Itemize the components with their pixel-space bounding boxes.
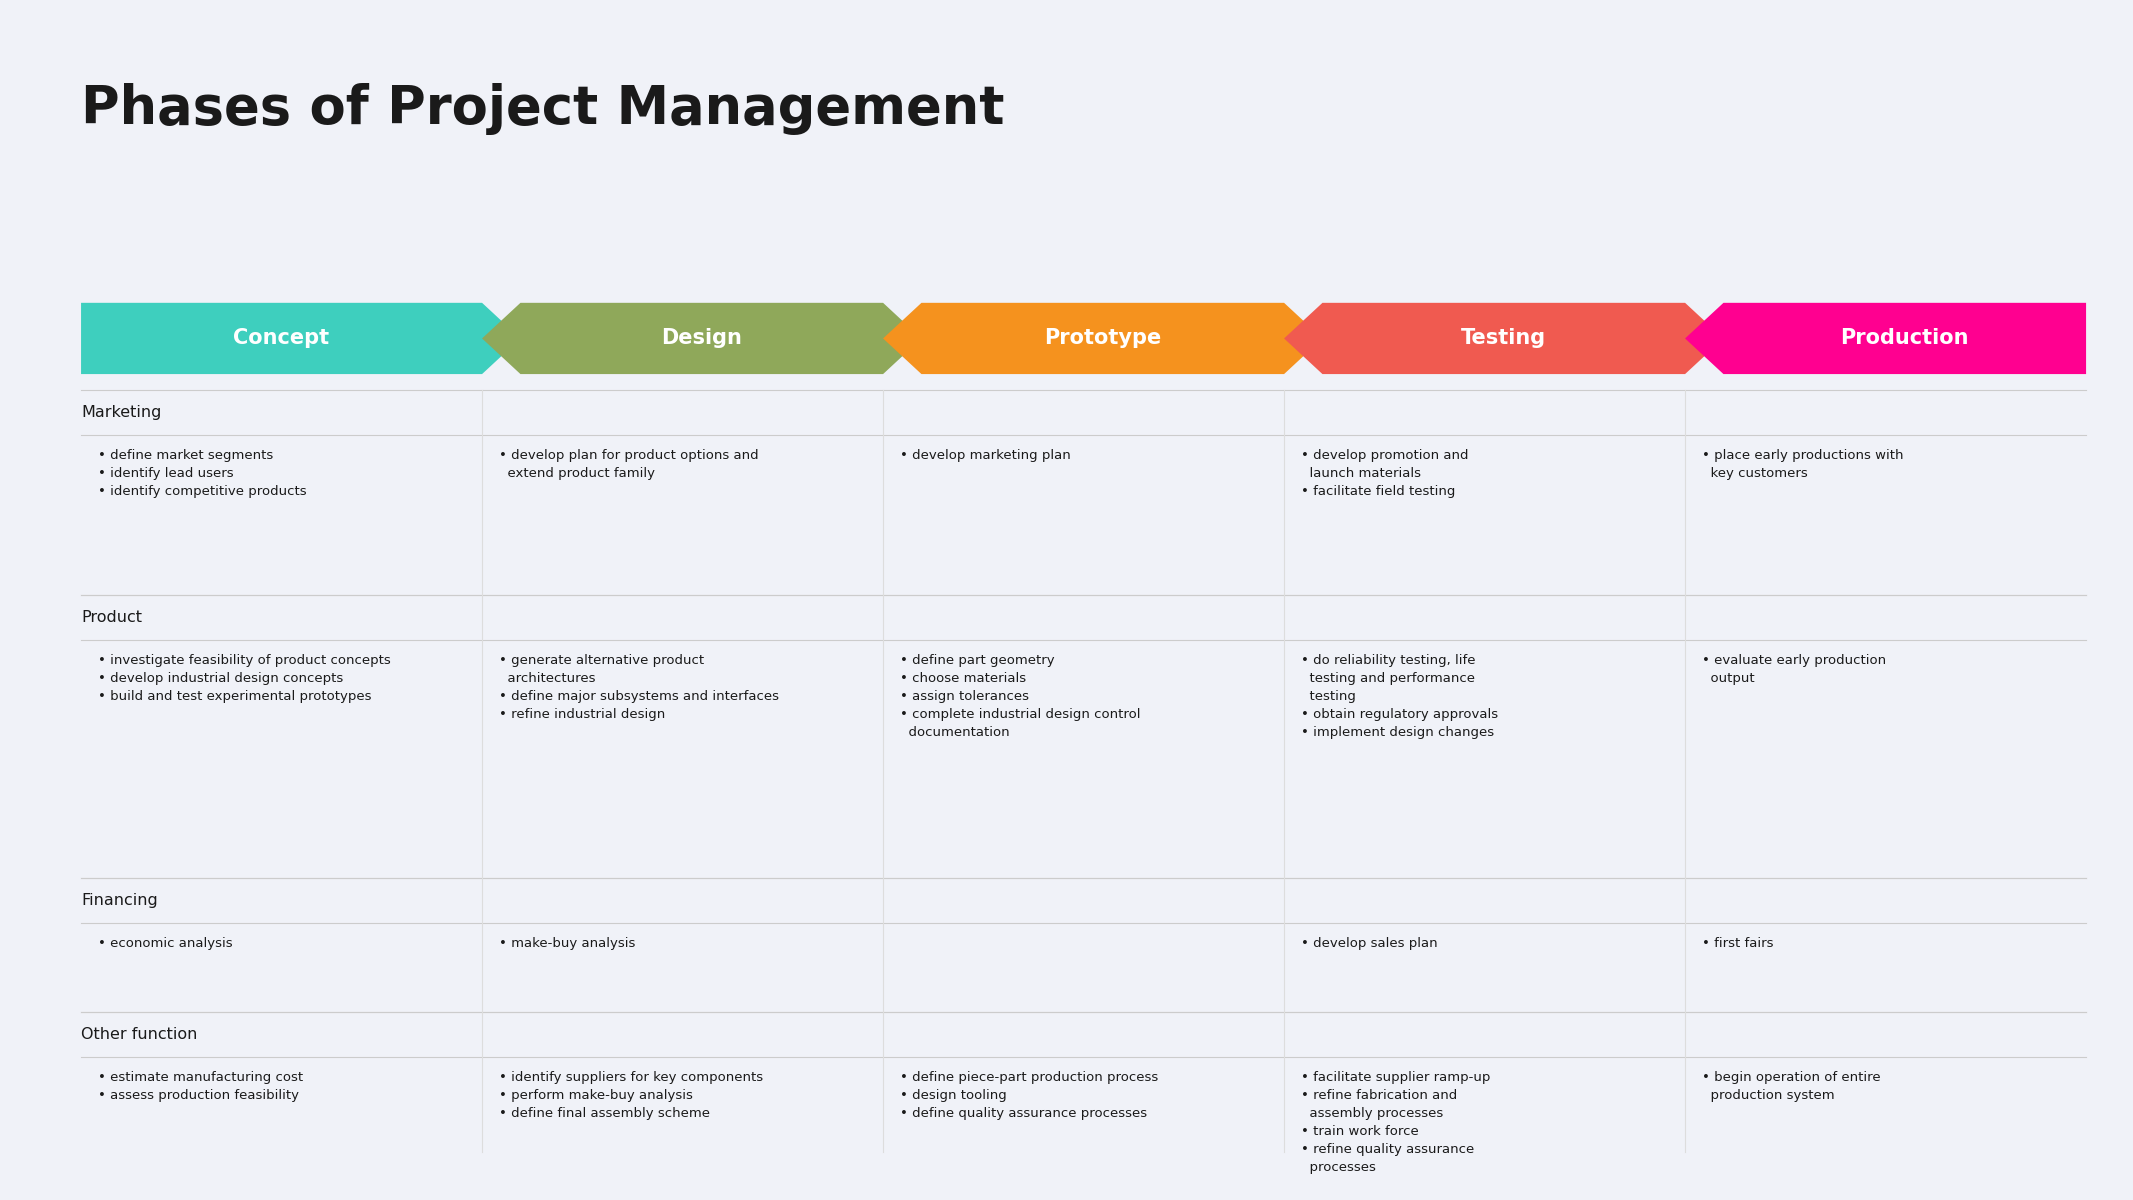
- Text: • generate alternative product
  architectures
• define major subsystems and int: • generate alternative product architect…: [499, 654, 779, 721]
- Text: • develop sales plan: • develop sales plan: [1301, 937, 1438, 950]
- Text: • do reliability testing, life
  testing and performance
  testing
• obtain regu: • do reliability testing, life testing a…: [1301, 654, 1497, 739]
- Text: • define part geometry
• choose materials
• assign tolerances
• complete industr: • define part geometry • choose material…: [900, 654, 1141, 739]
- Text: • investigate feasibility of product concepts
• develop industrial design concep: • investigate feasibility of product con…: [98, 654, 390, 703]
- Text: • identify suppliers for key components
• perform make-buy analysis
• define fin: • identify suppliers for key components …: [499, 1072, 764, 1120]
- Text: • develop marketing plan: • develop marketing plan: [900, 449, 1071, 462]
- Text: Prototype: Prototype: [1045, 329, 1160, 348]
- Text: Marketing: Marketing: [81, 404, 162, 420]
- Polygon shape: [1284, 302, 1723, 374]
- Text: • make-buy analysis: • make-buy analysis: [499, 937, 636, 950]
- Text: • begin operation of entire
  production system: • begin operation of entire production s…: [1702, 1072, 1881, 1102]
- Text: Financing: Financing: [81, 893, 158, 907]
- Polygon shape: [883, 302, 1322, 374]
- Text: • develop plan for product options and
  extend product family: • develop plan for product options and e…: [499, 449, 759, 480]
- Polygon shape: [482, 302, 921, 374]
- Polygon shape: [81, 302, 520, 374]
- Text: • facilitate supplier ramp-up
• refine fabrication and
  assembly processes
• tr: • facilitate supplier ramp-up • refine f…: [1301, 1072, 1491, 1174]
- Text: • evaluate early production
  output: • evaluate early production output: [1702, 654, 1886, 685]
- Text: • estimate manufacturing cost
• assess production feasibility: • estimate manufacturing cost • assess p…: [98, 1072, 303, 1102]
- Text: • define piece-part production process
• design tooling
• define quality assuran: • define piece-part production process •…: [900, 1072, 1158, 1120]
- Text: • define market segments
• identify lead users
• identify competitive products: • define market segments • identify lead…: [98, 449, 307, 498]
- Text: Phases of Project Management: Phases of Project Management: [81, 83, 1005, 136]
- Polygon shape: [1685, 302, 2086, 374]
- Text: Testing: Testing: [1461, 329, 1546, 348]
- Text: Product: Product: [81, 610, 143, 625]
- Text: Other function: Other function: [81, 1027, 198, 1042]
- Text: • develop promotion and
  launch materials
• facilitate field testing: • develop promotion and launch materials…: [1301, 449, 1470, 498]
- Text: Design: Design: [661, 329, 742, 348]
- Text: Concept: Concept: [232, 329, 331, 348]
- Text: • place early productions with
  key customers: • place early productions with key custo…: [1702, 449, 1903, 480]
- Text: Production: Production: [1841, 329, 1969, 348]
- Text: • economic analysis: • economic analysis: [98, 937, 232, 950]
- Text: • first fairs: • first fairs: [1702, 937, 1775, 950]
